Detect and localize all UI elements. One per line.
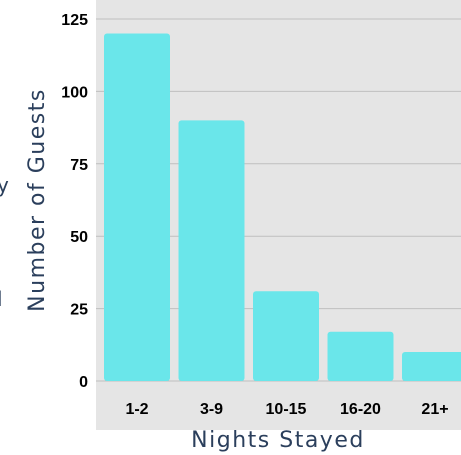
y-axis-title: Number of Guests xyxy=(25,88,50,312)
bar-21+ xyxy=(402,352,461,381)
bar-1-2 xyxy=(104,33,170,381)
x-tick-labels: 1-2 3-9 10-15 16-20 21+ xyxy=(125,401,448,418)
cropped-left-text-1: y xyxy=(0,173,9,197)
x-tick-label-21+: 21+ xyxy=(421,401,448,418)
x-axis-title: Nights Stayed xyxy=(191,428,365,453)
x-tick-label-1-2: 1-2 xyxy=(125,401,148,418)
x-tick-label-16-20: 16-20 xyxy=(340,401,381,418)
cropped-left-text-2: l xyxy=(0,287,3,311)
bar-10-15 xyxy=(253,291,319,381)
bars xyxy=(104,33,461,382)
y-tick-label-50: 50 xyxy=(70,229,88,246)
y-tick-labels: 0 25 50 75 100 125 xyxy=(61,12,88,391)
y-tick-label-25: 25 xyxy=(70,302,88,319)
bar-16-20 xyxy=(327,331,394,381)
y-tick-label-100: 100 xyxy=(61,84,88,101)
x-tick-label-10-15: 10-15 xyxy=(266,401,307,418)
bar-3-9 xyxy=(178,120,245,382)
y-tick-label-0: 0 xyxy=(79,374,88,391)
y-tick-label-125: 125 xyxy=(61,12,88,29)
x-tick-label-3-9: 3-9 xyxy=(200,401,223,418)
y-tick-label-75: 75 xyxy=(70,157,88,174)
